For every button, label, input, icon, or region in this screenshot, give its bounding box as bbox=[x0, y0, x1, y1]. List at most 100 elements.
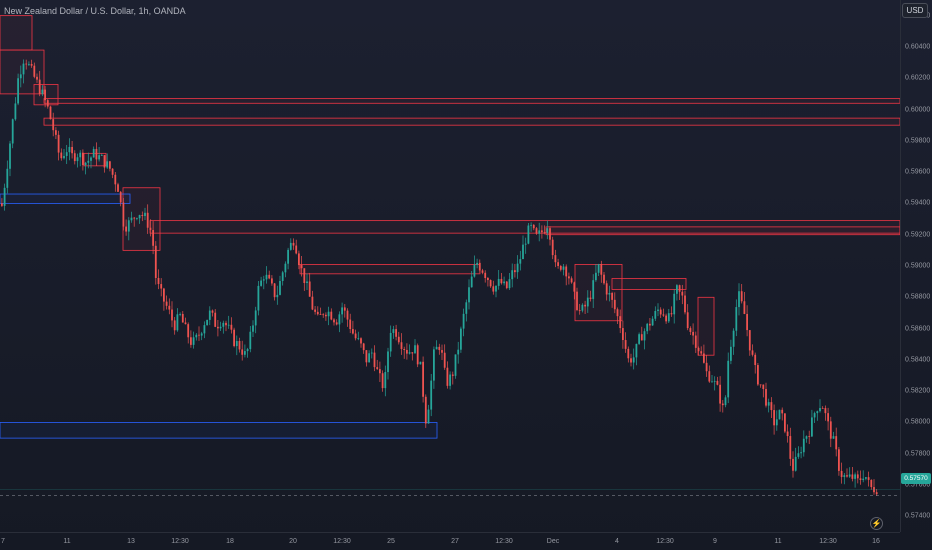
currency-button[interactable]: USD bbox=[902, 3, 928, 18]
bear-candle bbox=[362, 343, 365, 351]
bear-candle bbox=[217, 326, 219, 329]
supply-zone bbox=[83, 152, 107, 167]
bull-candle bbox=[657, 309, 659, 312]
bear-candle bbox=[659, 309, 662, 315]
bull-candle bbox=[427, 409, 430, 424]
bear-candle bbox=[757, 365, 759, 385]
bear-candle bbox=[160, 284, 163, 289]
bull-candle bbox=[673, 293, 676, 315]
candlestick-chart[interactable] bbox=[0, 0, 900, 532]
bull-candle bbox=[414, 345, 416, 354]
bull-candle bbox=[84, 162, 87, 166]
bull-candle bbox=[9, 143, 11, 169]
price-tick-label: 0.59600 bbox=[905, 168, 931, 176]
bull-candle bbox=[408, 352, 411, 354]
bear-candle bbox=[541, 230, 543, 233]
bear-candle bbox=[792, 458, 794, 471]
bear-candle bbox=[424, 396, 427, 424]
bull-candle bbox=[530, 224, 532, 226]
bull-candle bbox=[370, 352, 373, 354]
bear-candle bbox=[311, 296, 314, 310]
price-tick-label: 0.60200 bbox=[905, 74, 931, 82]
bear-candle bbox=[535, 228, 538, 234]
bull-candle bbox=[635, 343, 638, 358]
price-axis[interactable]: 0.606000.604000.602000.600000.598000.596… bbox=[900, 0, 932, 532]
bear-candle bbox=[44, 89, 46, 101]
bull-candle bbox=[643, 331, 646, 341]
bear-candle bbox=[400, 342, 403, 349]
bull-candle bbox=[651, 318, 654, 326]
bear-candle bbox=[514, 270, 516, 273]
bull-candle bbox=[235, 341, 238, 347]
bear-candle bbox=[481, 270, 484, 273]
bear-candle bbox=[49, 106, 52, 120]
price-tick-label: 0.58400 bbox=[905, 356, 931, 364]
time-tick-label: 4 bbox=[615, 538, 619, 545]
bear-candle bbox=[211, 310, 214, 313]
time-tick-label: 12:30 bbox=[819, 538, 837, 545]
bear-candle bbox=[584, 304, 586, 307]
bull-candle bbox=[805, 436, 808, 439]
price-tick-label: 0.60400 bbox=[905, 43, 931, 51]
bull-candle bbox=[468, 287, 470, 303]
bear-candle bbox=[82, 152, 84, 166]
last-price-badge: 0.57570 bbox=[901, 473, 931, 484]
bull-candle bbox=[246, 349, 249, 352]
bull-candle bbox=[435, 346, 438, 350]
time-axis[interactable]: 7 11 13 12:30 18 20 12:30 25 27 12:30 Dec 4 12:30 9 11… bbox=[0, 532, 900, 550]
bear-candle bbox=[446, 367, 449, 386]
bear-candle bbox=[568, 276, 570, 279]
bull-candle bbox=[497, 278, 500, 286]
bull-candle bbox=[586, 297, 589, 307]
bull-candle bbox=[843, 475, 846, 477]
bull-candle bbox=[244, 351, 246, 355]
bear-candle bbox=[557, 262, 559, 266]
bull-candle bbox=[357, 338, 360, 340]
time-tick-label: 18 bbox=[226, 538, 234, 545]
bull-candle bbox=[646, 323, 649, 332]
bear-candle bbox=[781, 409, 784, 414]
bull-candle bbox=[284, 263, 287, 273]
bull-candle bbox=[281, 272, 284, 281]
bear-candle bbox=[225, 322, 227, 326]
bear-candle bbox=[870, 479, 873, 488]
bull-candle bbox=[206, 319, 208, 326]
time-tick-label: 27 bbox=[451, 538, 459, 545]
bear-candle bbox=[451, 374, 454, 376]
supply-zone bbox=[697, 296, 715, 356]
bear-candle bbox=[441, 350, 443, 353]
bull-candle bbox=[454, 354, 457, 376]
bull-candle bbox=[608, 293, 611, 295]
bear-candle bbox=[740, 291, 743, 302]
bull-candle bbox=[279, 280, 281, 295]
time-tick-label: 11 bbox=[63, 538, 71, 545]
bull-candle bbox=[562, 266, 565, 270]
bear-candle bbox=[322, 314, 325, 316]
bull-candle bbox=[495, 285, 497, 292]
bear-candle bbox=[824, 408, 827, 414]
price-chart-area[interactable]: New Zealand Dollar / U.S. Dollar, 1h, OA… bbox=[0, 0, 900, 532]
bear-candle bbox=[154, 245, 157, 279]
bull-candle bbox=[460, 328, 462, 350]
bear-candle bbox=[149, 227, 152, 231]
bear-candle bbox=[273, 283, 276, 298]
bear-candle bbox=[122, 202, 125, 227]
bear-candle bbox=[489, 280, 492, 287]
time-tick-label: 12:30 bbox=[656, 538, 674, 545]
bull-candle bbox=[87, 160, 90, 163]
bear-candle bbox=[303, 268, 306, 283]
bear-candle bbox=[492, 286, 495, 292]
lightning-icon[interactable]: ⚡ bbox=[870, 517, 883, 530]
bull-candle bbox=[227, 324, 230, 326]
bull-candle bbox=[41, 89, 44, 94]
supply-zone bbox=[43, 117, 900, 126]
bull-candle bbox=[654, 311, 657, 319]
bear-candle bbox=[678, 285, 681, 292]
bull-candle bbox=[797, 453, 800, 457]
supply-zone bbox=[149, 220, 900, 234]
bull-candle bbox=[341, 307, 343, 315]
time-tick-label: 20 bbox=[289, 538, 297, 545]
bull-candle bbox=[254, 310, 257, 326]
bear-candle bbox=[376, 367, 379, 370]
bear-candle bbox=[551, 239, 554, 256]
